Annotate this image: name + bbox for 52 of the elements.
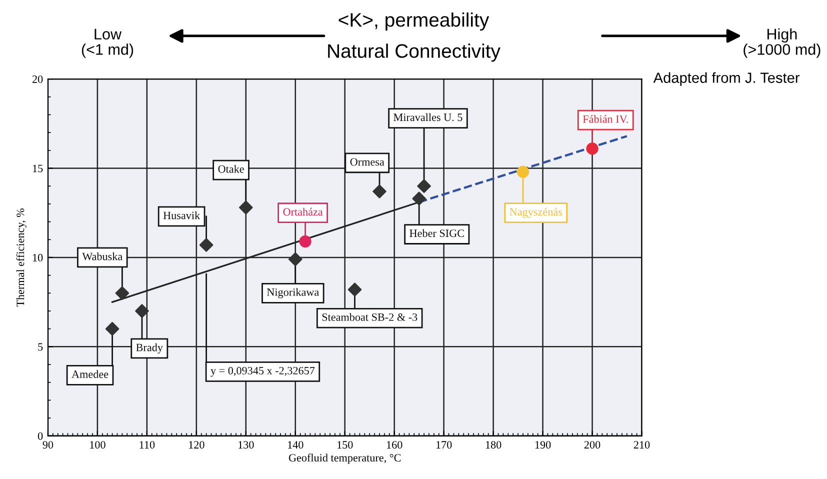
y-tick-label: 20 — [32, 76, 43, 83]
point — [412, 192, 426, 206]
x-tick-label: 110 — [140, 441, 155, 449]
annotation: Nigorikawa — [266, 288, 319, 298]
x-axis-title: Geofluid temperature, °C — [288, 454, 401, 464]
point — [417, 179, 431, 193]
annotation: Brady — [136, 343, 163, 354]
x-tick-label: 90 — [42, 441, 54, 449]
x-tick-label: 100 — [90, 441, 106, 449]
text: Adapted from J. Tester — [653, 72, 800, 86]
point — [586, 142, 598, 155]
y-tick-label: 5 — [38, 343, 43, 351]
text: Natural Connectivity — [328, 44, 500, 62]
annotation: Fábián IV. — [582, 115, 628, 123]
annotation: Ortaháza — [283, 208, 323, 216]
x-tick-label: 120 — [189, 441, 204, 449]
x-tick-label: 190 — [535, 441, 551, 449]
y-axis-title: Thermal efficiency, % — [16, 208, 26, 307]
point — [135, 304, 149, 318]
y-tick-label: 0 — [38, 432, 43, 440]
point — [348, 282, 362, 296]
annotation: Amedee — [72, 370, 108, 378]
annotation: Nagyszénás — [510, 208, 562, 218]
point — [238, 200, 253, 214]
x-tick-label: 140 — [288, 441, 304, 449]
x-tick-label: 150 — [338, 441, 353, 449]
annotation: Otake — [218, 164, 244, 173]
text: Low (<1 md) — [82, 28, 134, 58]
point — [199, 238, 214, 252]
point — [115, 286, 130, 300]
annotation: Husavik — [163, 211, 200, 220]
annotation: y = 0,09345 x -2,32657 — [210, 366, 315, 377]
point — [105, 322, 120, 336]
x-tick-label: 200 — [584, 441, 600, 449]
annotation: Miravalles U. 5 — [394, 113, 462, 122]
point — [288, 252, 302, 266]
x-tick-label: 160 — [386, 441, 402, 449]
x-tick-label: 130 — [238, 441, 254, 449]
x-tick-label: 170 — [436, 441, 452, 449]
point — [299, 235, 312, 248]
point — [516, 166, 530, 178]
x-tick-label: 180 — [486, 441, 502, 449]
point — [372, 184, 386, 198]
text: High (>1000 md) — [744, 28, 820, 58]
y-tick-label: 15 — [32, 164, 43, 172]
annotation: Ormesa — [350, 158, 384, 166]
x-tick-label: 210 — [634, 441, 650, 449]
text: <K>, permeability — [338, 12, 490, 31]
y-tick-label: 10 — [32, 254, 43, 262]
annotation: Wabuska — [82, 252, 122, 260]
annotation: Steamboat SB-2 & -3 — [322, 313, 418, 321]
annotation: Heber SIGC — [410, 229, 464, 238]
